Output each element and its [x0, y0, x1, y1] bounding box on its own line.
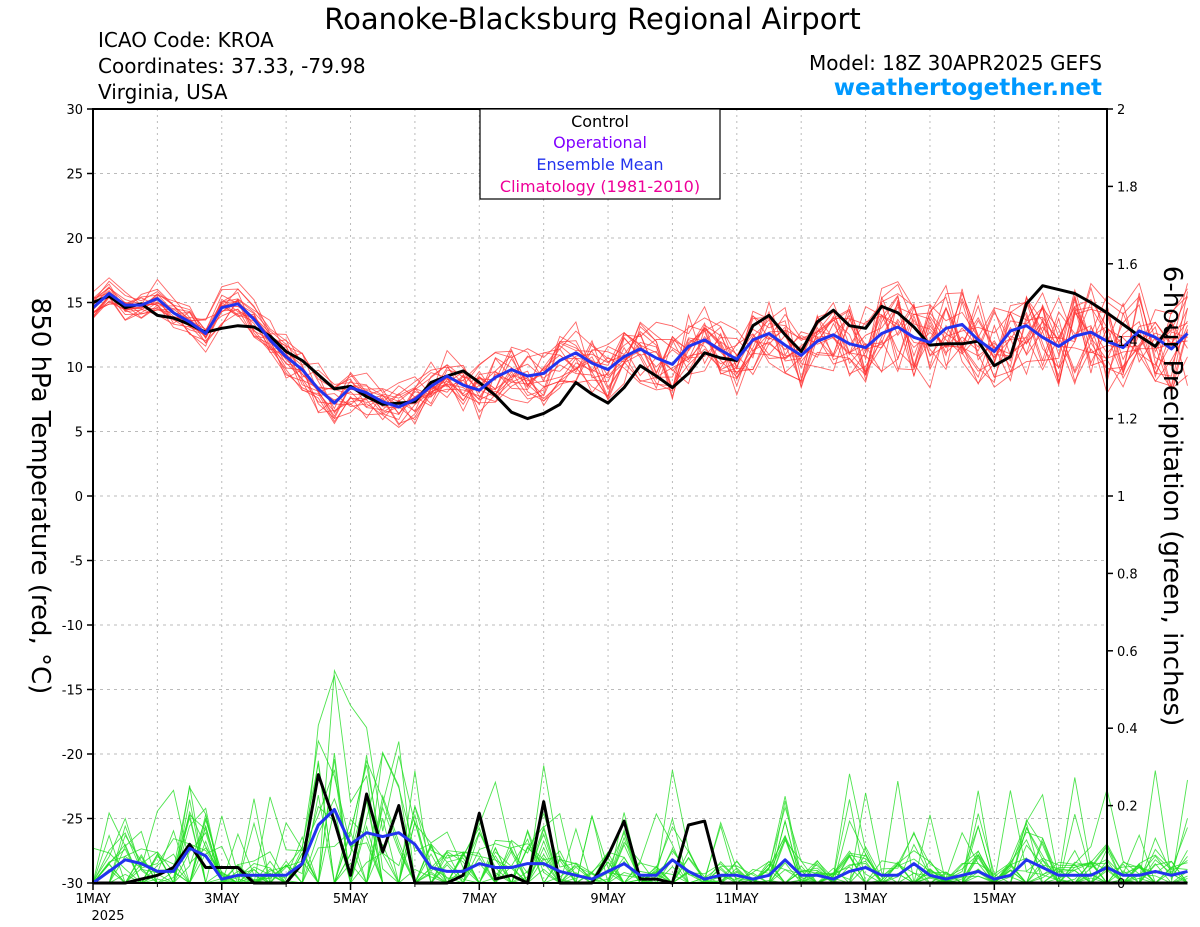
x-tick-label: 13MAY — [844, 892, 888, 907]
legend: Control Operational Ensemble Mean Climat… — [479, 108, 721, 200]
temp-member-line — [92, 303, 1188, 426]
precip-member-line — [93, 753, 1188, 885]
y-tick-label: -25 — [62, 813, 83, 828]
y-tick-label: -15 — [62, 684, 83, 699]
y2-tick-label: 0.4 — [1117, 722, 1138, 737]
y-tick-label: -10 — [62, 619, 83, 634]
grid-lines — [93, 109, 1107, 883]
y-tick-label: -30 — [62, 877, 83, 892]
temp-member-line — [92, 291, 1188, 411]
temp-member-line — [92, 287, 1188, 414]
y-tick-label: 15 — [66, 297, 83, 312]
x-tick-label: 3MAY — [204, 892, 239, 907]
x-tick-label: 5MAY — [333, 892, 368, 907]
temp-member-line — [92, 282, 1188, 404]
y-tick-label: 20 — [66, 232, 83, 247]
model-run: Model: 18Z 30APR2025 GEFS — [809, 51, 1102, 75]
y-tick-label: -5 — [70, 555, 83, 570]
legend-box — [479, 108, 721, 200]
y2-tick-label: 0.6 — [1117, 645, 1138, 660]
temp-member-line — [92, 289, 1188, 414]
legend-control: Control — [571, 112, 629, 131]
ensemble-members — [92, 277, 1188, 885]
x-axis-ticks: 1MAY 3MAY 5MAY 7MAY 9MAY 11MAY 13MAY 15MAY — [75, 883, 1060, 907]
icao-code: ICAO Code: KROA — [98, 28, 274, 52]
x-year-label: 2025 — [91, 909, 124, 924]
ensemble-mean-precipitation-line — [92, 808, 1188, 885]
x-tick-label: 11MAY — [715, 892, 759, 907]
ensemble-mean-temperature-line — [92, 292, 1189, 409]
precip-member-line — [92, 769, 1188, 885]
y2-tick-label: 0 — [1117, 877, 1125, 892]
y2-tick-label: 1.8 — [1117, 180, 1138, 195]
y2-axis-ticks: 2 1.8 1.6 1.4 1.2 1 0.8 0.6 0.4 0.2 0 — [1107, 103, 1138, 892]
temp-member-line — [92, 293, 1188, 426]
y-axis-label: 850 hPa Temperature (red, °C) — [25, 298, 55, 695]
precip-member-line — [92, 668, 1188, 885]
y2-tick-label: 1.6 — [1117, 258, 1138, 273]
legend-ensemble-mean: Ensemble Mean — [536, 155, 663, 174]
temp-member-line — [92, 291, 1188, 421]
x-tick-label: 1MAY — [75, 892, 110, 907]
y-tick-label: -20 — [62, 748, 83, 763]
page-title: Roanoke-Blacksburg Regional Airport — [324, 2, 861, 36]
y-tick-label: 0 — [75, 490, 83, 505]
y-tick-label: 25 — [66, 168, 83, 183]
y2-tick-label: 1 — [1117, 490, 1125, 505]
legend-operational: Operational — [553, 133, 647, 152]
y2-tick-label: 1.4 — [1117, 335, 1138, 350]
x-tick-label: 15MAY — [973, 892, 1017, 907]
region: Virginia, USA — [98, 80, 228, 104]
control-temperature-line — [92, 284, 1173, 421]
y-axis-ticks: 30 25 20 15 10 5 0 -5 -10 -15 -20 -25 -30 — [62, 103, 93, 892]
y2-tick-label: 1.2 — [1117, 413, 1138, 428]
y2-axis-label: 6-hour Precipitation (green, inches) — [1157, 266, 1187, 726]
x-tick-label: 7MAY — [462, 892, 497, 907]
temp-member-line — [92, 295, 1188, 421]
legend-climatology: Climatology (1981-2010) — [500, 177, 700, 196]
y-tick-label: 30 — [66, 103, 83, 118]
site-link[interactable]: weathertogether.net — [833, 75, 1102, 101]
y-tick-label: 5 — [75, 426, 83, 441]
y2-tick-label: 0.8 — [1117, 567, 1138, 582]
coordinates: Coordinates: 37.33, -79.98 — [98, 54, 366, 78]
x-tick-label: 9MAY — [590, 892, 625, 907]
precip-member-line — [92, 798, 1188, 885]
y2-tick-label: 0.2 — [1117, 800, 1138, 815]
y2-tick-label: 2 — [1117, 103, 1125, 118]
temp-member-line — [92, 277, 1188, 416]
y-tick-label: 10 — [66, 361, 83, 376]
